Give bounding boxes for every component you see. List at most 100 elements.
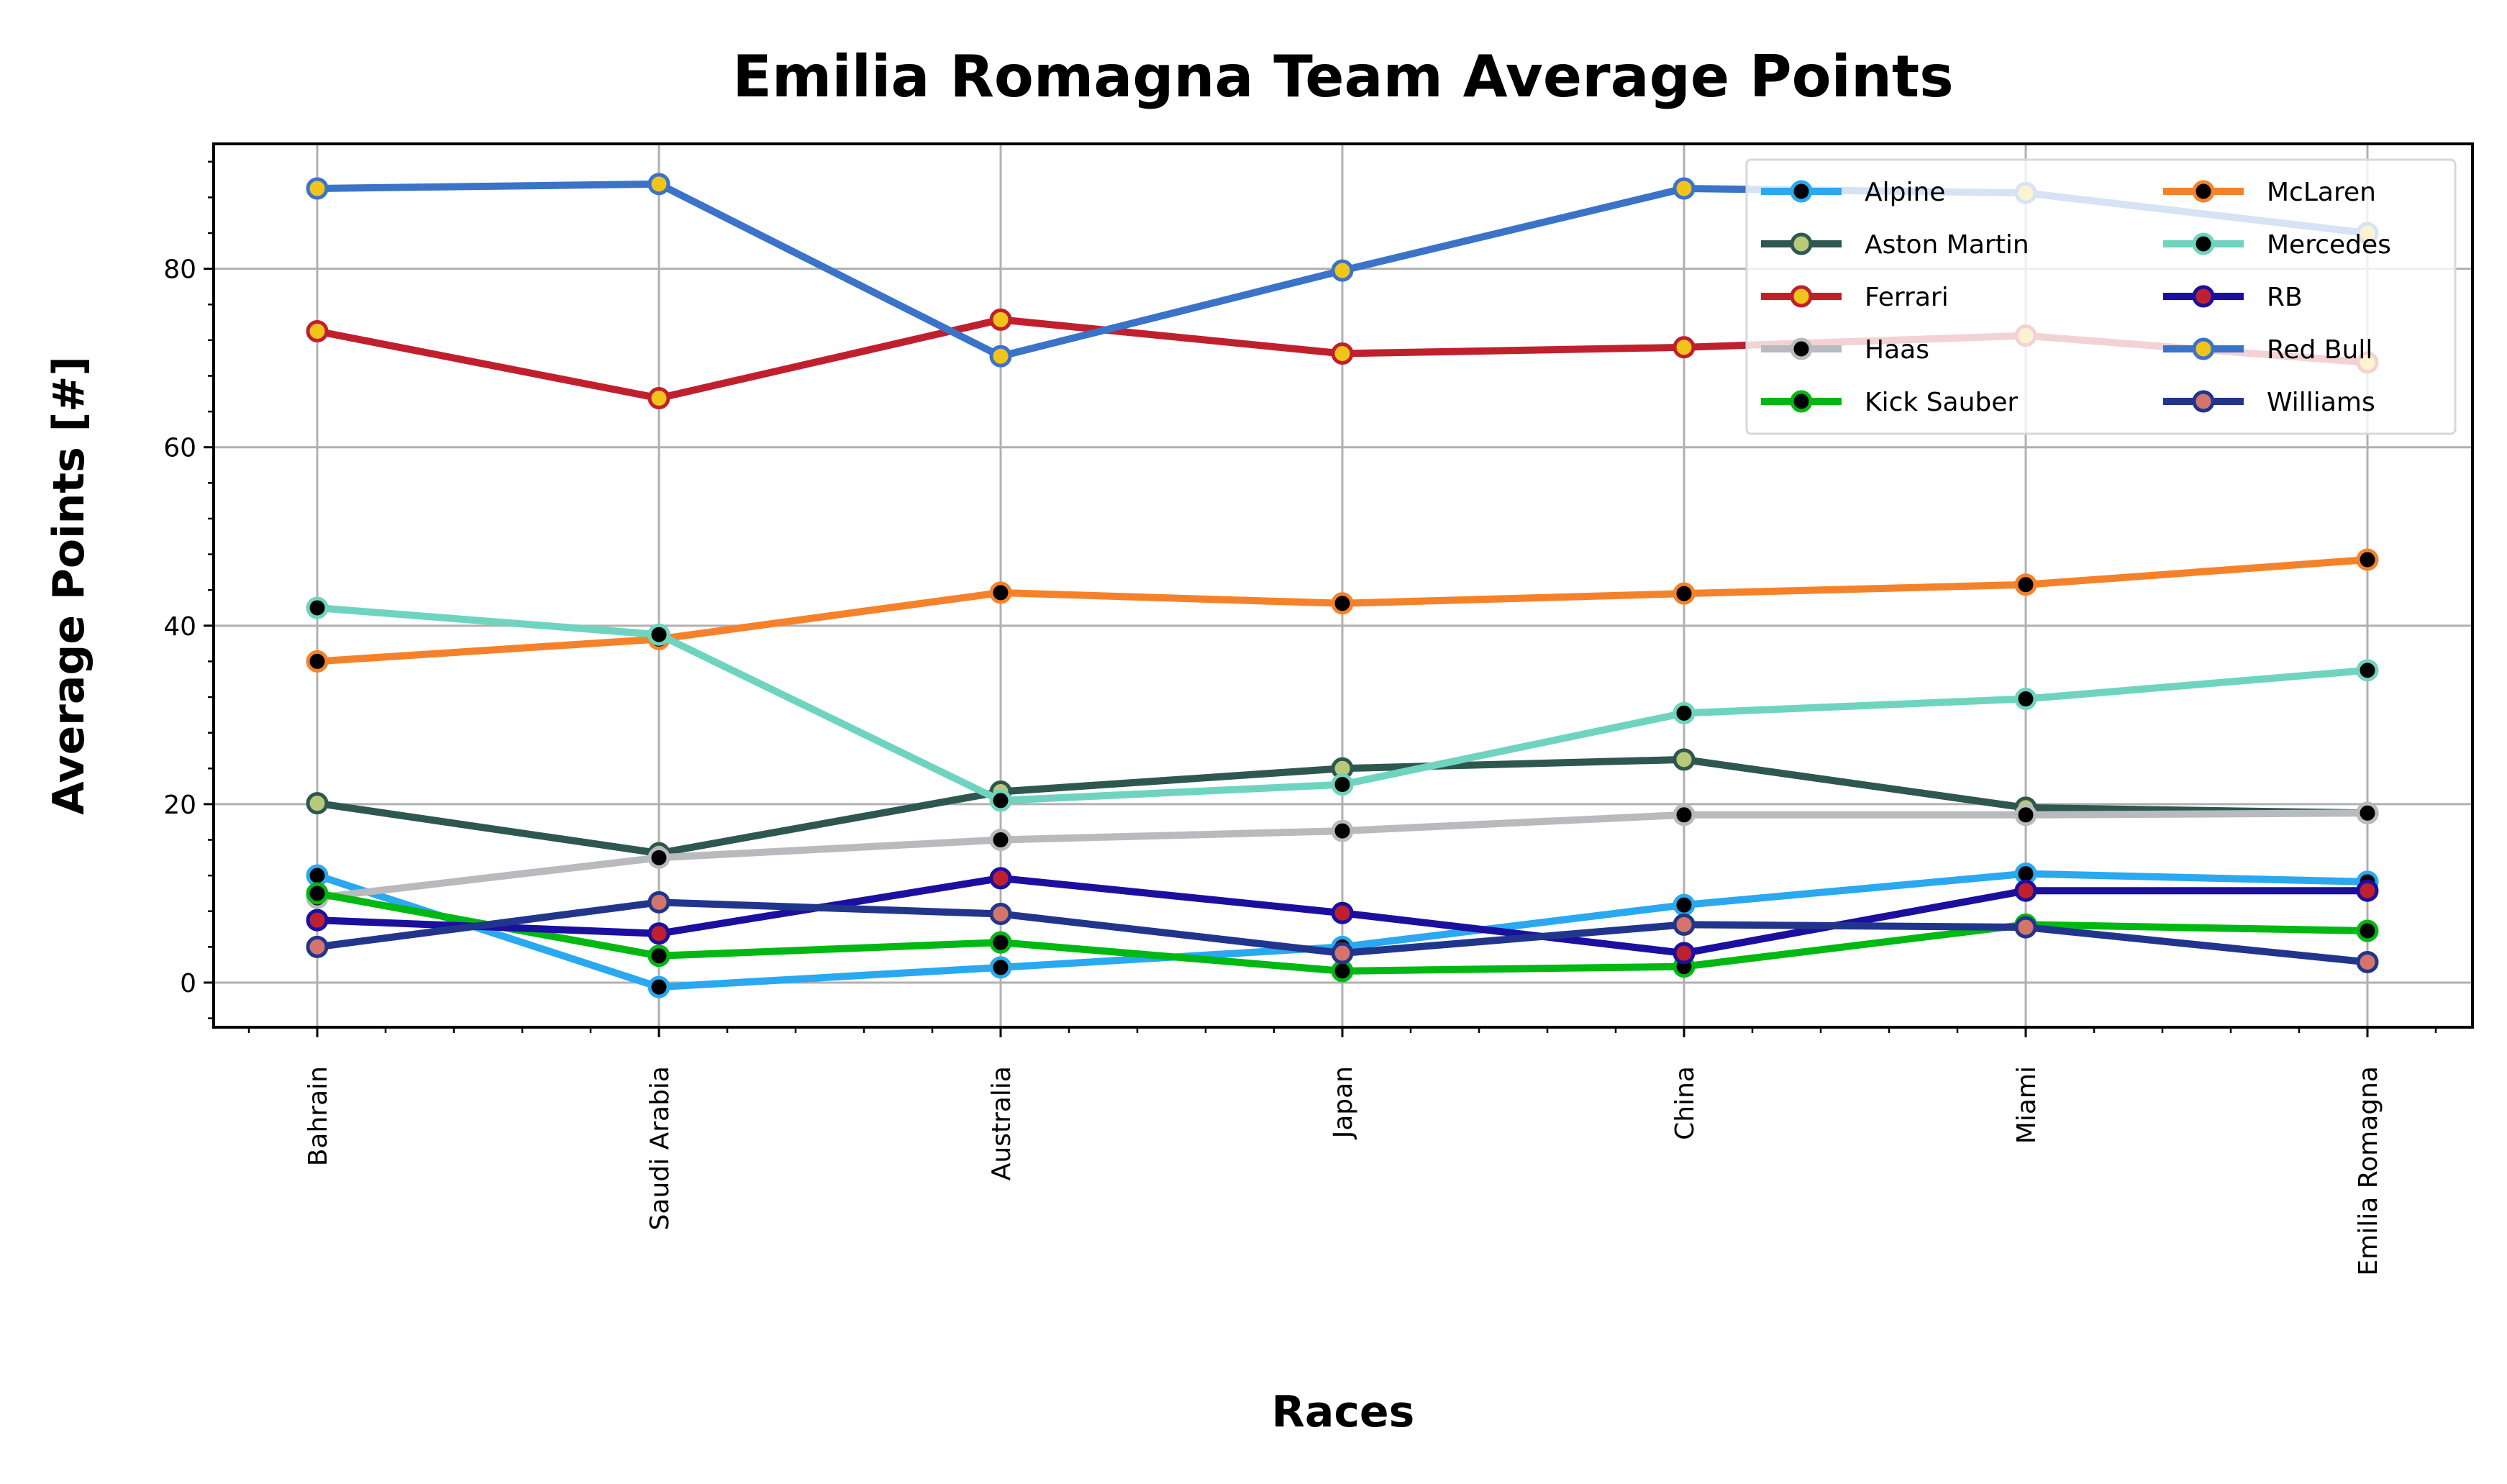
legend-label: Red Bull: [2267, 335, 2372, 365]
legend-item: Ferrari: [1761, 283, 1949, 312]
x-tick-label: Miami: [2012, 1066, 2042, 1144]
data-point: [1673, 913, 1696, 936]
legend-label: Kick Sauber: [1865, 388, 2018, 417]
legend-item: Mercedes: [2163, 230, 2391, 260]
y-tick-label: 80: [163, 255, 196, 285]
data-point: [1673, 582, 1696, 605]
legend-swatch-marker: [2192, 390, 2215, 413]
y-tick-label: 60: [163, 434, 196, 463]
series-rb: [306, 867, 2379, 965]
x-tick-label: Australia: [987, 1066, 1016, 1180]
legend-swatch-marker: [2192, 285, 2215, 308]
legend-swatch-marker: [1790, 337, 1813, 360]
legend-swatch-marker: [2192, 232, 2215, 255]
x-tick-label: Saudi Arabia: [645, 1066, 675, 1230]
legend-swatch-marker: [1790, 180, 1813, 203]
legend-label: McLaren: [2267, 178, 2376, 207]
data-point: [1673, 701, 1696, 724]
series-williams: [306, 891, 2379, 973]
data-point: [647, 623, 670, 646]
data-point: [989, 581, 1012, 604]
data-point: [647, 944, 670, 968]
data-point: [1331, 942, 1354, 965]
data-point: [989, 345, 1012, 368]
data-point: [989, 867, 1012, 890]
data-point: [989, 308, 1012, 331]
chart-title: Emilia Romagna Team Average Points: [732, 43, 1954, 110]
legend: Alpine Aston Martin Ferrari Haas Kick Sauber…: [1745, 158, 2457, 435]
legend-label: Williams: [2267, 388, 2375, 417]
legend-label: Ferrari: [1865, 283, 1949, 312]
legend-item: Kick Sauber: [1761, 388, 2018, 417]
data-point: [306, 864, 329, 887]
y-axis-ticks: 0 20 40 60 80: [163, 160, 214, 1019]
data-point: [647, 387, 670, 410]
x-axis-ticks: Bahrain Saudi Arabia Australia Japan China Mi…: [247, 1027, 2437, 1276]
legend-swatch-marker: [2192, 337, 2215, 360]
x-tick-label: Japan: [1329, 1066, 1358, 1139]
legend-item: McLaren: [2163, 178, 2376, 207]
x-tick-label: China: [1670, 1066, 1700, 1140]
data-point: [2014, 573, 2037, 596]
legend-item: Haas: [1761, 335, 1929, 365]
data-point: [989, 956, 1012, 979]
data-point: [2014, 804, 2037, 827]
data-point: [647, 891, 670, 914]
data-point: [1331, 901, 1354, 924]
data-point: [1673, 942, 1696, 965]
legend-item: Williams: [2163, 388, 2375, 417]
data-point: [989, 902, 1012, 925]
data-point: [306, 319, 329, 342]
data-point: [306, 596, 329, 619]
data-point: [1673, 893, 1696, 916]
legend-swatch-marker: [1790, 390, 1813, 413]
y-axis-label: Average Points [#]: [44, 356, 94, 815]
series-lines: [306, 173, 2379, 998]
legend-swatch-marker: [1790, 232, 1813, 255]
data-point: [1673, 748, 1696, 771]
data-point: [306, 177, 329, 200]
data-point: [647, 846, 670, 869]
legend-label: Haas: [1865, 335, 1929, 365]
x-tick-label: Bahrain: [304, 1066, 333, 1166]
data-point: [2014, 879, 2037, 902]
data-point: [1673, 804, 1696, 827]
legend-item: Alpine: [1761, 178, 1945, 207]
legend-item: RB: [2163, 283, 2303, 312]
data-point: [1331, 773, 1354, 796]
data-point: [989, 789, 1012, 812]
data-point: [1673, 336, 1696, 359]
data-point: [2356, 659, 2379, 682]
data-point: [647, 173, 670, 196]
series-mercedes: [306, 596, 2379, 812]
data-point: [647, 975, 670, 998]
data-point: [306, 792, 329, 815]
x-tick-label: Emilia Romagna: [2354, 1066, 2383, 1276]
data-point: [2014, 916, 2037, 939]
data-point: [306, 882, 329, 905]
x-axis-label: Races: [1272, 1387, 1415, 1437]
y-tick-label: 0: [180, 969, 196, 998]
legend-swatch-marker: [2192, 180, 2215, 203]
data-point: [1331, 819, 1354, 842]
data-point: [2014, 688, 2037, 711]
legend-item: Aston Martin: [1761, 230, 2029, 260]
legend-label: Aston Martin: [1865, 230, 2029, 260]
data-point: [1331, 259, 1354, 282]
data-point: [1331, 960, 1354, 983]
data-point: [2356, 879, 2379, 902]
data-point: [306, 935, 329, 958]
data-point: [647, 922, 670, 945]
y-tick-label: 40: [163, 612, 196, 642]
legend-swatch-marker: [1790, 285, 1813, 308]
data-point: [306, 650, 329, 673]
legend-item: Red Bull: [2163, 335, 2372, 365]
legend-label: RB: [2267, 283, 2303, 312]
data-point: [989, 829, 1012, 852]
data-point: [989, 931, 1012, 954]
legend-label: Mercedes: [2267, 230, 2391, 260]
data-point: [2356, 548, 2379, 571]
data-point: [2356, 919, 2379, 942]
y-tick-label: 20: [163, 791, 196, 820]
